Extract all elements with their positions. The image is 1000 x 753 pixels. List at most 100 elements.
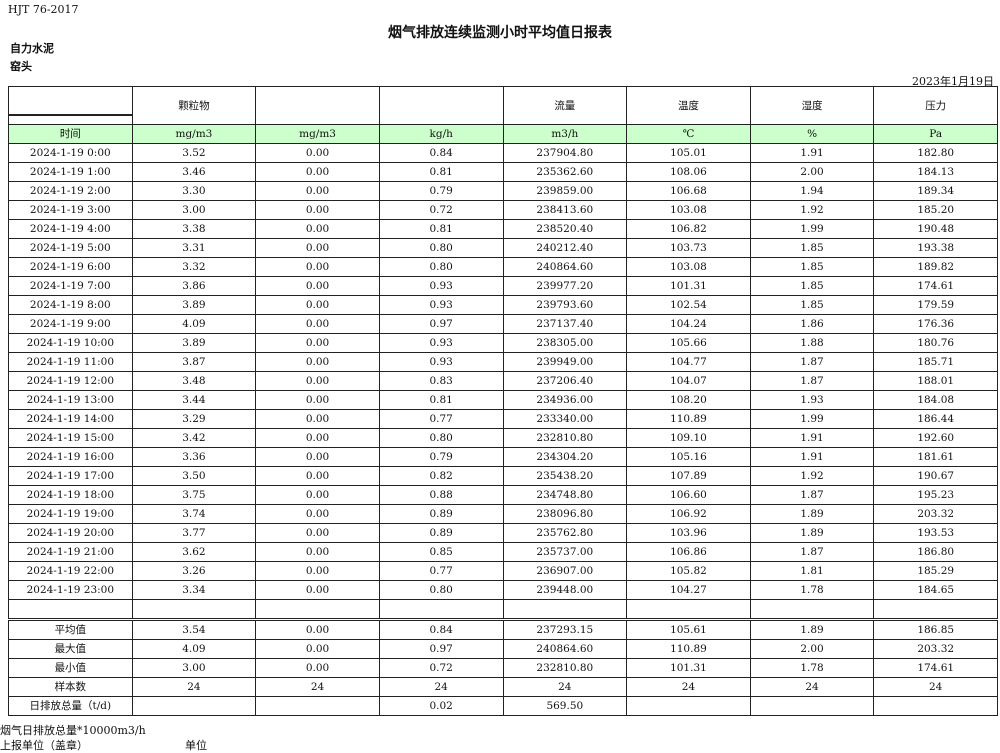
table-cell: 234748.80: [502, 485, 628, 505]
column-header: 颗粒物: [131, 86, 257, 125]
summary-cell: 24: [502, 677, 628, 697]
report-table: 颗粒物 流量 温度 湿度 压力 时间 mg/m3 mg/m3 kg/h m3/h ℃% Pa 2024-…: [8, 86, 998, 716]
table-cell: 0.82: [378, 466, 504, 486]
table-cell: 3.89: [131, 333, 257, 353]
table-row: 2024-1-19 11:00 3.87 0.00 0.93 239949.00 104.…: [8, 352, 998, 372]
blank-cell: [378, 599, 504, 620]
table-cell: 105.16: [626, 447, 751, 467]
header-row: 颗粒物 流量 温度 湿度 压力: [8, 86, 998, 125]
table-cell: 0.00: [255, 276, 380, 296]
summary-row: 平均值 3.54 0.00 0.84 237293.15 105.61 1.89 186.85: [8, 618, 998, 640]
table-row: 2024-1-19 2:00 3.30 0.00 0.79 239859.00 106.6…: [8, 181, 998, 201]
table-cell: 104.27: [626, 580, 751, 600]
table-row: 2024-1-19 1:00 3.46 0.00 0.81 235362.60 108.0…: [8, 162, 998, 182]
summary-cell: [749, 696, 875, 716]
table-cell: 108.06: [626, 162, 751, 182]
table-cell: 182.80: [873, 143, 998, 163]
table-cell: 2.00: [749, 162, 875, 182]
column-header: 湿度: [749, 86, 875, 125]
table-cell: 2024-1-19 17:00: [8, 466, 133, 486]
table-cell: 3.46: [131, 162, 257, 182]
table-cell: 110.89: [626, 409, 751, 429]
table-cell: 3.77: [131, 523, 257, 543]
summary-cell: 0.72: [378, 658, 504, 678]
table-row: 2024-1-19 9:00 4.09 0.00 0.97 237137.40 104.2…: [8, 314, 998, 334]
table-cell: 238413.60: [502, 200, 628, 220]
table-cell: 1.89: [749, 504, 875, 524]
summary-cell: 24: [255, 677, 380, 697]
column-header: [378, 86, 504, 125]
table-cell: 2024-1-19 10:00: [8, 333, 133, 353]
table-cell: 3.36: [131, 447, 257, 467]
table-cell: 107.89: [626, 466, 751, 486]
table-cell: 1.87: [749, 371, 875, 391]
summary-cell: 0.00: [255, 618, 380, 640]
unit-header: m3/h: [502, 124, 628, 144]
summary-cell: 4.09: [131, 639, 257, 659]
unit-header: 时间: [8, 124, 133, 144]
table-cell: 237206.40: [502, 371, 628, 391]
table-cell: 3.44: [131, 390, 257, 410]
summary-cell: [626, 696, 751, 716]
table-cell: 181.61: [873, 447, 998, 467]
table-cell: 0.77: [378, 409, 504, 429]
table-cell: 104.07: [626, 371, 751, 391]
unit-header: kg/h: [378, 124, 504, 144]
summary-cell: 24: [626, 677, 751, 697]
table-cell: 105.66: [626, 333, 751, 353]
summary-cell: 3.00: [131, 658, 257, 678]
table-cell: 1.85: [749, 257, 875, 277]
table-cell: 0.00: [255, 580, 380, 600]
table-cell: 0.88: [378, 485, 504, 505]
table-cell: 0.93: [378, 276, 504, 296]
table-cell: 239949.00: [502, 352, 628, 372]
table-row: 2024-1-19 14:00 3.29 0.00 0.77 233340.00 110.…: [8, 409, 998, 429]
table-cell: 2024-1-19 1:00: [8, 162, 133, 182]
table-cell: 0.80: [378, 238, 504, 258]
table-cell: 238305.00: [502, 333, 628, 353]
summary-cell: 1.89: [749, 618, 875, 640]
summary-cell: [131, 696, 257, 716]
table-cell: 104.77: [626, 352, 751, 372]
table-cell: 0.00: [255, 504, 380, 524]
table-cell: 2024-1-19 14:00: [8, 409, 133, 429]
table-cell: 0.00: [255, 162, 380, 182]
table-cell: 193.53: [873, 523, 998, 543]
table-cell: 104.24: [626, 314, 751, 334]
summary-cell: 24: [378, 677, 504, 697]
summary-cell: 最大值: [8, 639, 133, 659]
table-cell: 1.81: [749, 561, 875, 581]
table-cell: 0.00: [255, 238, 380, 258]
table-cell: 184.65: [873, 580, 998, 600]
table-cell: 3.89: [131, 295, 257, 315]
table-cell: 2024-1-19 9:00: [8, 314, 133, 334]
table-cell: 106.86: [626, 542, 751, 562]
table-cell: 3.50: [131, 466, 257, 486]
table-cell: 1.88: [749, 333, 875, 353]
blank-cell: [873, 599, 998, 620]
header-corner: [8, 86, 133, 125]
table-cell: 0.81: [378, 162, 504, 182]
blank-cell: [626, 599, 751, 620]
table-cell: 189.82: [873, 257, 998, 277]
footer-note: 烟气日排放总量*10000m3/h: [0, 724, 146, 737]
table-cell: 184.13: [873, 162, 998, 182]
table-cell: 2024-1-19 2:00: [8, 181, 133, 201]
table-row: 2024-1-19 22:00 3.26 0.00 0.77 236907.00 105.…: [8, 561, 998, 581]
summary-cell: 174.61: [873, 658, 998, 678]
table-cell: 1.89: [749, 523, 875, 543]
table-cell: 0.84: [378, 143, 504, 163]
reporter-label: 上报单位（盖章）: [0, 739, 88, 752]
table-cell: 3.87: [131, 352, 257, 372]
table-cell: 240212.40: [502, 238, 628, 258]
table-cell: 2024-1-19 7:00: [8, 276, 133, 296]
table-cell: 0.00: [255, 371, 380, 391]
table-cell: 235362.60: [502, 162, 628, 182]
table-cell: 2024-1-19 0:00: [8, 143, 133, 163]
summary-cell: [873, 696, 998, 716]
summary-cell: [255, 696, 380, 716]
table-cell: 0.81: [378, 390, 504, 410]
table-cell: 106.60: [626, 485, 751, 505]
table-cell: 103.96: [626, 523, 751, 543]
table-cell: 0.00: [255, 466, 380, 486]
